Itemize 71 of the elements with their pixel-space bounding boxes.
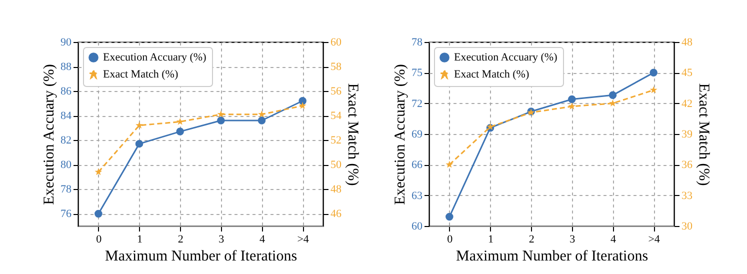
y2-tick-label: 33 <box>682 190 693 202</box>
x-tick-label: 0 <box>96 234 102 246</box>
y-tick-label: 86 <box>60 86 72 98</box>
point <box>217 110 225 118</box>
y-tick-label: 76 <box>60 208 72 220</box>
legend-label: Execution Accuary (%) <box>454 52 558 64</box>
y2-tick-label: 52 <box>330 134 342 147</box>
y2-tick-label: 56 <box>330 86 342 98</box>
x-tick-label: 2 <box>528 234 534 246</box>
x-tick-label: 4 <box>260 234 266 246</box>
y2-tick-label: 39 <box>682 128 693 140</box>
x-tick-label: 0 <box>447 234 454 246</box>
y-tick-label: 82 <box>60 134 72 147</box>
x-tick-label: >4 <box>648 234 660 246</box>
point <box>136 122 143 129</box>
x-axis-title: Maximum Number of Iterations <box>104 248 298 264</box>
point <box>176 128 184 136</box>
y2-tick-label: 30 <box>682 220 693 232</box>
y-tick-label: 84 <box>60 110 72 122</box>
point <box>298 97 306 105</box>
point <box>94 210 102 218</box>
y-tick-label: 80 <box>60 159 72 172</box>
x-tick-label: >4 <box>297 234 310 246</box>
x-tick-label: 4 <box>610 234 616 246</box>
x-tick-label: 1 <box>137 234 142 246</box>
point <box>650 68 658 77</box>
legend-label: Exact Match (%) <box>454 68 530 80</box>
y2-tick-label: 48 <box>682 36 693 48</box>
point <box>609 99 616 106</box>
point <box>650 86 658 94</box>
y2-tick-label: 42 <box>682 98 692 110</box>
y-tick-label: 69 <box>412 128 423 140</box>
y-axis-title: Execution Accuary (%) <box>42 64 58 205</box>
y2-tick-label: 48 <box>330 184 342 196</box>
point <box>608 91 617 100</box>
y-tick-label: 60 <box>412 220 423 232</box>
y2-axis-title: Exact Match (%) <box>344 83 360 186</box>
y-tick-label: 88 <box>60 61 72 74</box>
y2-tick-label: 60 <box>330 36 342 48</box>
y2-tick-label: 54 <box>330 110 342 122</box>
point <box>446 212 454 221</box>
y-tick-label: 78 <box>412 36 423 48</box>
point <box>446 160 454 168</box>
y-tick-label: 66 <box>412 159 423 172</box>
point <box>568 95 576 104</box>
legend-label: Execution Accuary (%) <box>103 52 207 64</box>
y-axis-title: Execution Accuary (%) <box>392 64 408 205</box>
x-tick-label: 3 <box>570 234 576 246</box>
y-tick-label: 72 <box>412 98 422 110</box>
x-tick-label: 2 <box>178 234 184 246</box>
y2-tick-label: 46 <box>330 208 342 220</box>
point <box>94 168 102 176</box>
point <box>258 110 266 118</box>
y2-axis-title: Exact Match (%) <box>696 83 712 186</box>
y2-tick-label: 45 <box>682 67 693 80</box>
x-tick-label: 1 <box>488 234 494 246</box>
point <box>258 116 266 124</box>
y-tick-label: 78 <box>60 184 72 196</box>
y-tick-label: 75 <box>412 67 423 80</box>
point <box>568 102 576 110</box>
y2-tick-label: 50 <box>330 159 342 172</box>
x-axis-title: Maximum Number of Iterations <box>456 248 648 264</box>
y2-tick-label: 58 <box>330 61 342 74</box>
x-tick-label: 3 <box>218 234 225 246</box>
y2-tick-label: 36 <box>682 159 693 172</box>
point <box>298 102 306 109</box>
point <box>135 140 144 148</box>
y-tick-label: 63 <box>412 190 423 202</box>
point <box>217 116 225 124</box>
y-tick-label: 90 <box>60 36 72 48</box>
legend-label: Exact Match (%) <box>103 68 178 80</box>
